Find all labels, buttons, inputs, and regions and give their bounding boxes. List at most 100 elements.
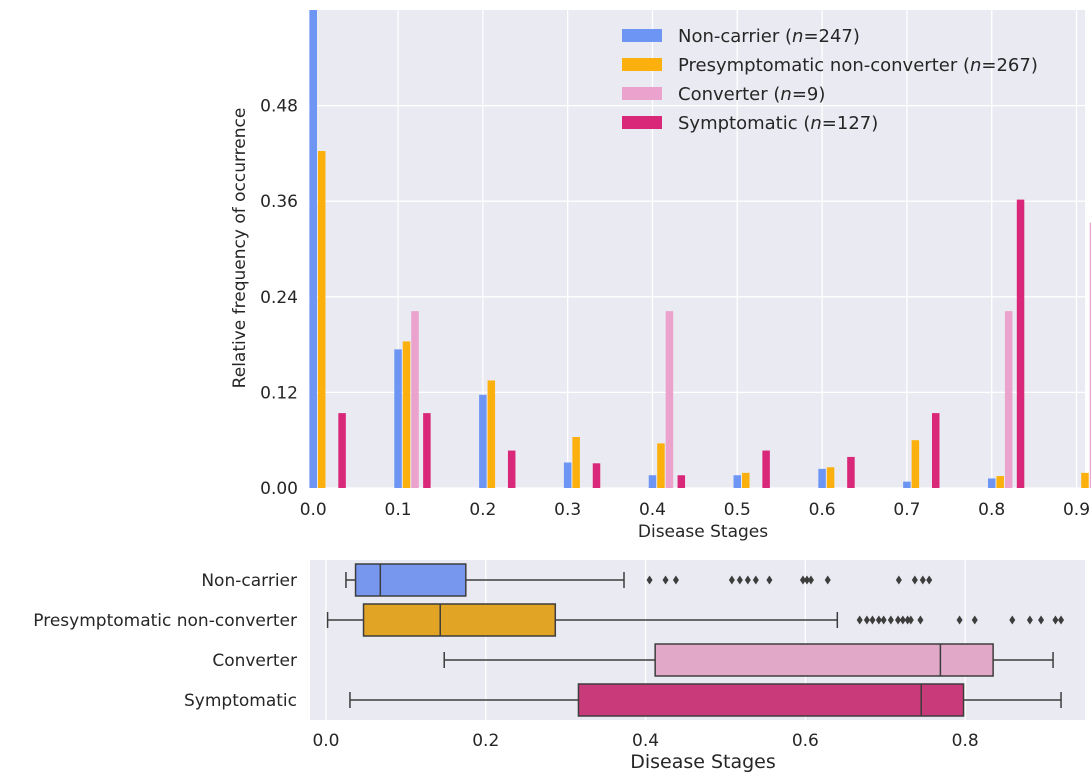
bar-non-carrier (394, 349, 402, 488)
outlier-marker (875, 615, 882, 625)
outlier-marker (1026, 615, 1033, 625)
x-tick-label: 0.1 (385, 500, 412, 520)
outlier-marker (895, 615, 902, 625)
y-tick-label: 0.00 (260, 479, 298, 499)
top-x-axis-label: Disease Stages (638, 522, 768, 542)
bar-converter (1089, 222, 1091, 488)
bar-non-carrier (818, 468, 826, 488)
outlier-marker (803, 575, 810, 585)
legend-swatch (622, 58, 662, 71)
box-label: Presymptomatic non-converter (33, 611, 297, 631)
outlier-marker (662, 575, 669, 585)
box (654, 643, 994, 677)
bar-non-carrier (309, 10, 317, 488)
boxplot-chart: 0.0 0.2 0.4 0.6 0.8 Non-carrier Presymptomatic… (33, 560, 1085, 751)
outlier-marker (863, 615, 870, 625)
outlier-marker (1009, 615, 1016, 625)
bar-presymptomatic-non-converter (996, 476, 1004, 488)
bar-symptomatic (762, 450, 770, 488)
bar-symptomatic (931, 413, 940, 488)
bar-presymptomatic-non-converter (572, 437, 580, 488)
outlier-marker (971, 615, 978, 625)
plot-background (309, 10, 1085, 488)
y-tick-label: 0.36 (260, 192, 298, 212)
bar-non-carrier (563, 462, 572, 488)
legend-swatch (622, 87, 662, 100)
x-tick-label: 0.8 (952, 731, 979, 751)
outlier-marker (807, 575, 814, 585)
bar-symptomatic (423, 413, 431, 488)
legend-swatch (622, 29, 662, 42)
x-tick-label: 0.8 (978, 500, 1005, 520)
bar-symptomatic (847, 456, 855, 488)
outlier-marker (824, 575, 831, 585)
outlier-marker (766, 575, 773, 585)
outlier-marker (887, 615, 894, 625)
outlier-marker (904, 615, 911, 625)
x-tick-label: 0.0 (300, 500, 327, 520)
histogram-chart: 0.0 0.1 0.2 0.3 0.4 0.5 0.6 0.7 0.8 0.9 0.00 0.12 0.… (260, 10, 1091, 520)
bar-converter (411, 311, 419, 488)
outlier-marker (646, 575, 653, 585)
x-tick-label: 0.4 (632, 731, 659, 751)
outlier-marker (899, 615, 906, 625)
legend-label: Non-carrier (n=247) (678, 26, 860, 47)
bar-presymptomatic-non-converter (1081, 472, 1089, 488)
outlier-marker (728, 575, 735, 585)
x-tick-label: 0.6 (809, 500, 836, 520)
bottom-x-axis-label: Disease Stages (630, 751, 776, 773)
box-label: Non-carrier (201, 571, 297, 591)
legend-swatch (622, 116, 662, 129)
box (354, 563, 467, 597)
bar-presymptomatic-non-converter (402, 341, 411, 488)
x-tick-label: 0.2 (469, 500, 496, 520)
x-tick-label: 0.7 (893, 500, 920, 520)
legend-label: Symptomatic (n=127) (678, 113, 878, 134)
bar-presymptomatic-non-converter (911, 440, 920, 488)
x-tick-label: 0.9 (1063, 500, 1090, 520)
y-tick-label: 0.48 (260, 97, 298, 117)
y-tick-label: 0.12 (260, 383, 298, 403)
outlier-marker (907, 615, 914, 625)
bar-presymptomatic-non-converter (487, 380, 496, 488)
bar-non-carrier (479, 394, 487, 488)
bar-presymptomatic-non-converter (826, 467, 835, 488)
box-label: Converter (212, 651, 297, 671)
box-label: Symptomatic (184, 691, 297, 711)
bar-presymptomatic-non-converter (317, 151, 326, 488)
outlier-marker (895, 575, 902, 585)
top-y-axis-label: Relative frequency of occurrence (230, 108, 250, 389)
bar-non-carrier (987, 478, 996, 488)
outlier-marker (926, 575, 933, 585)
bar-presymptomatic-non-converter (742, 472, 750, 488)
outlier-marker (736, 575, 743, 585)
x-tick-label: 0.3 (554, 500, 581, 520)
bar-non-carrier (733, 475, 742, 488)
outlier-marker (799, 575, 806, 585)
outlier-marker (917, 615, 924, 625)
x-tick-label: 0.4 (639, 500, 666, 520)
outlier-marker (672, 575, 679, 585)
outlier-marker (919, 575, 926, 585)
bar-non-carrier (903, 481, 911, 488)
legend-label: Presymptomatic non-converter (n=267) (678, 55, 1038, 76)
outlier-marker (880, 615, 887, 625)
outlier-marker (1058, 615, 1065, 625)
bar-symptomatic (592, 463, 601, 488)
bar-symptomatic (1016, 199, 1025, 488)
x-tick-label: 0.6 (792, 731, 819, 751)
outlier-marker (956, 615, 963, 625)
outlier-marker (1052, 615, 1059, 625)
bar-presymptomatic-non-converter (657, 443, 665, 488)
outlier-marker (911, 575, 918, 585)
bar-symptomatic (338, 413, 346, 488)
legend-label: Converter (n=9) (678, 84, 825, 105)
bar-converter (1004, 311, 1013, 488)
x-tick-label: 0.5 (724, 500, 751, 520)
box (577, 683, 965, 717)
x-tick-label: 0.2 (472, 731, 499, 751)
x-tick-label: 0.0 (312, 731, 339, 751)
y-tick-label: 0.24 (260, 288, 298, 308)
outlier-marker (869, 615, 876, 625)
